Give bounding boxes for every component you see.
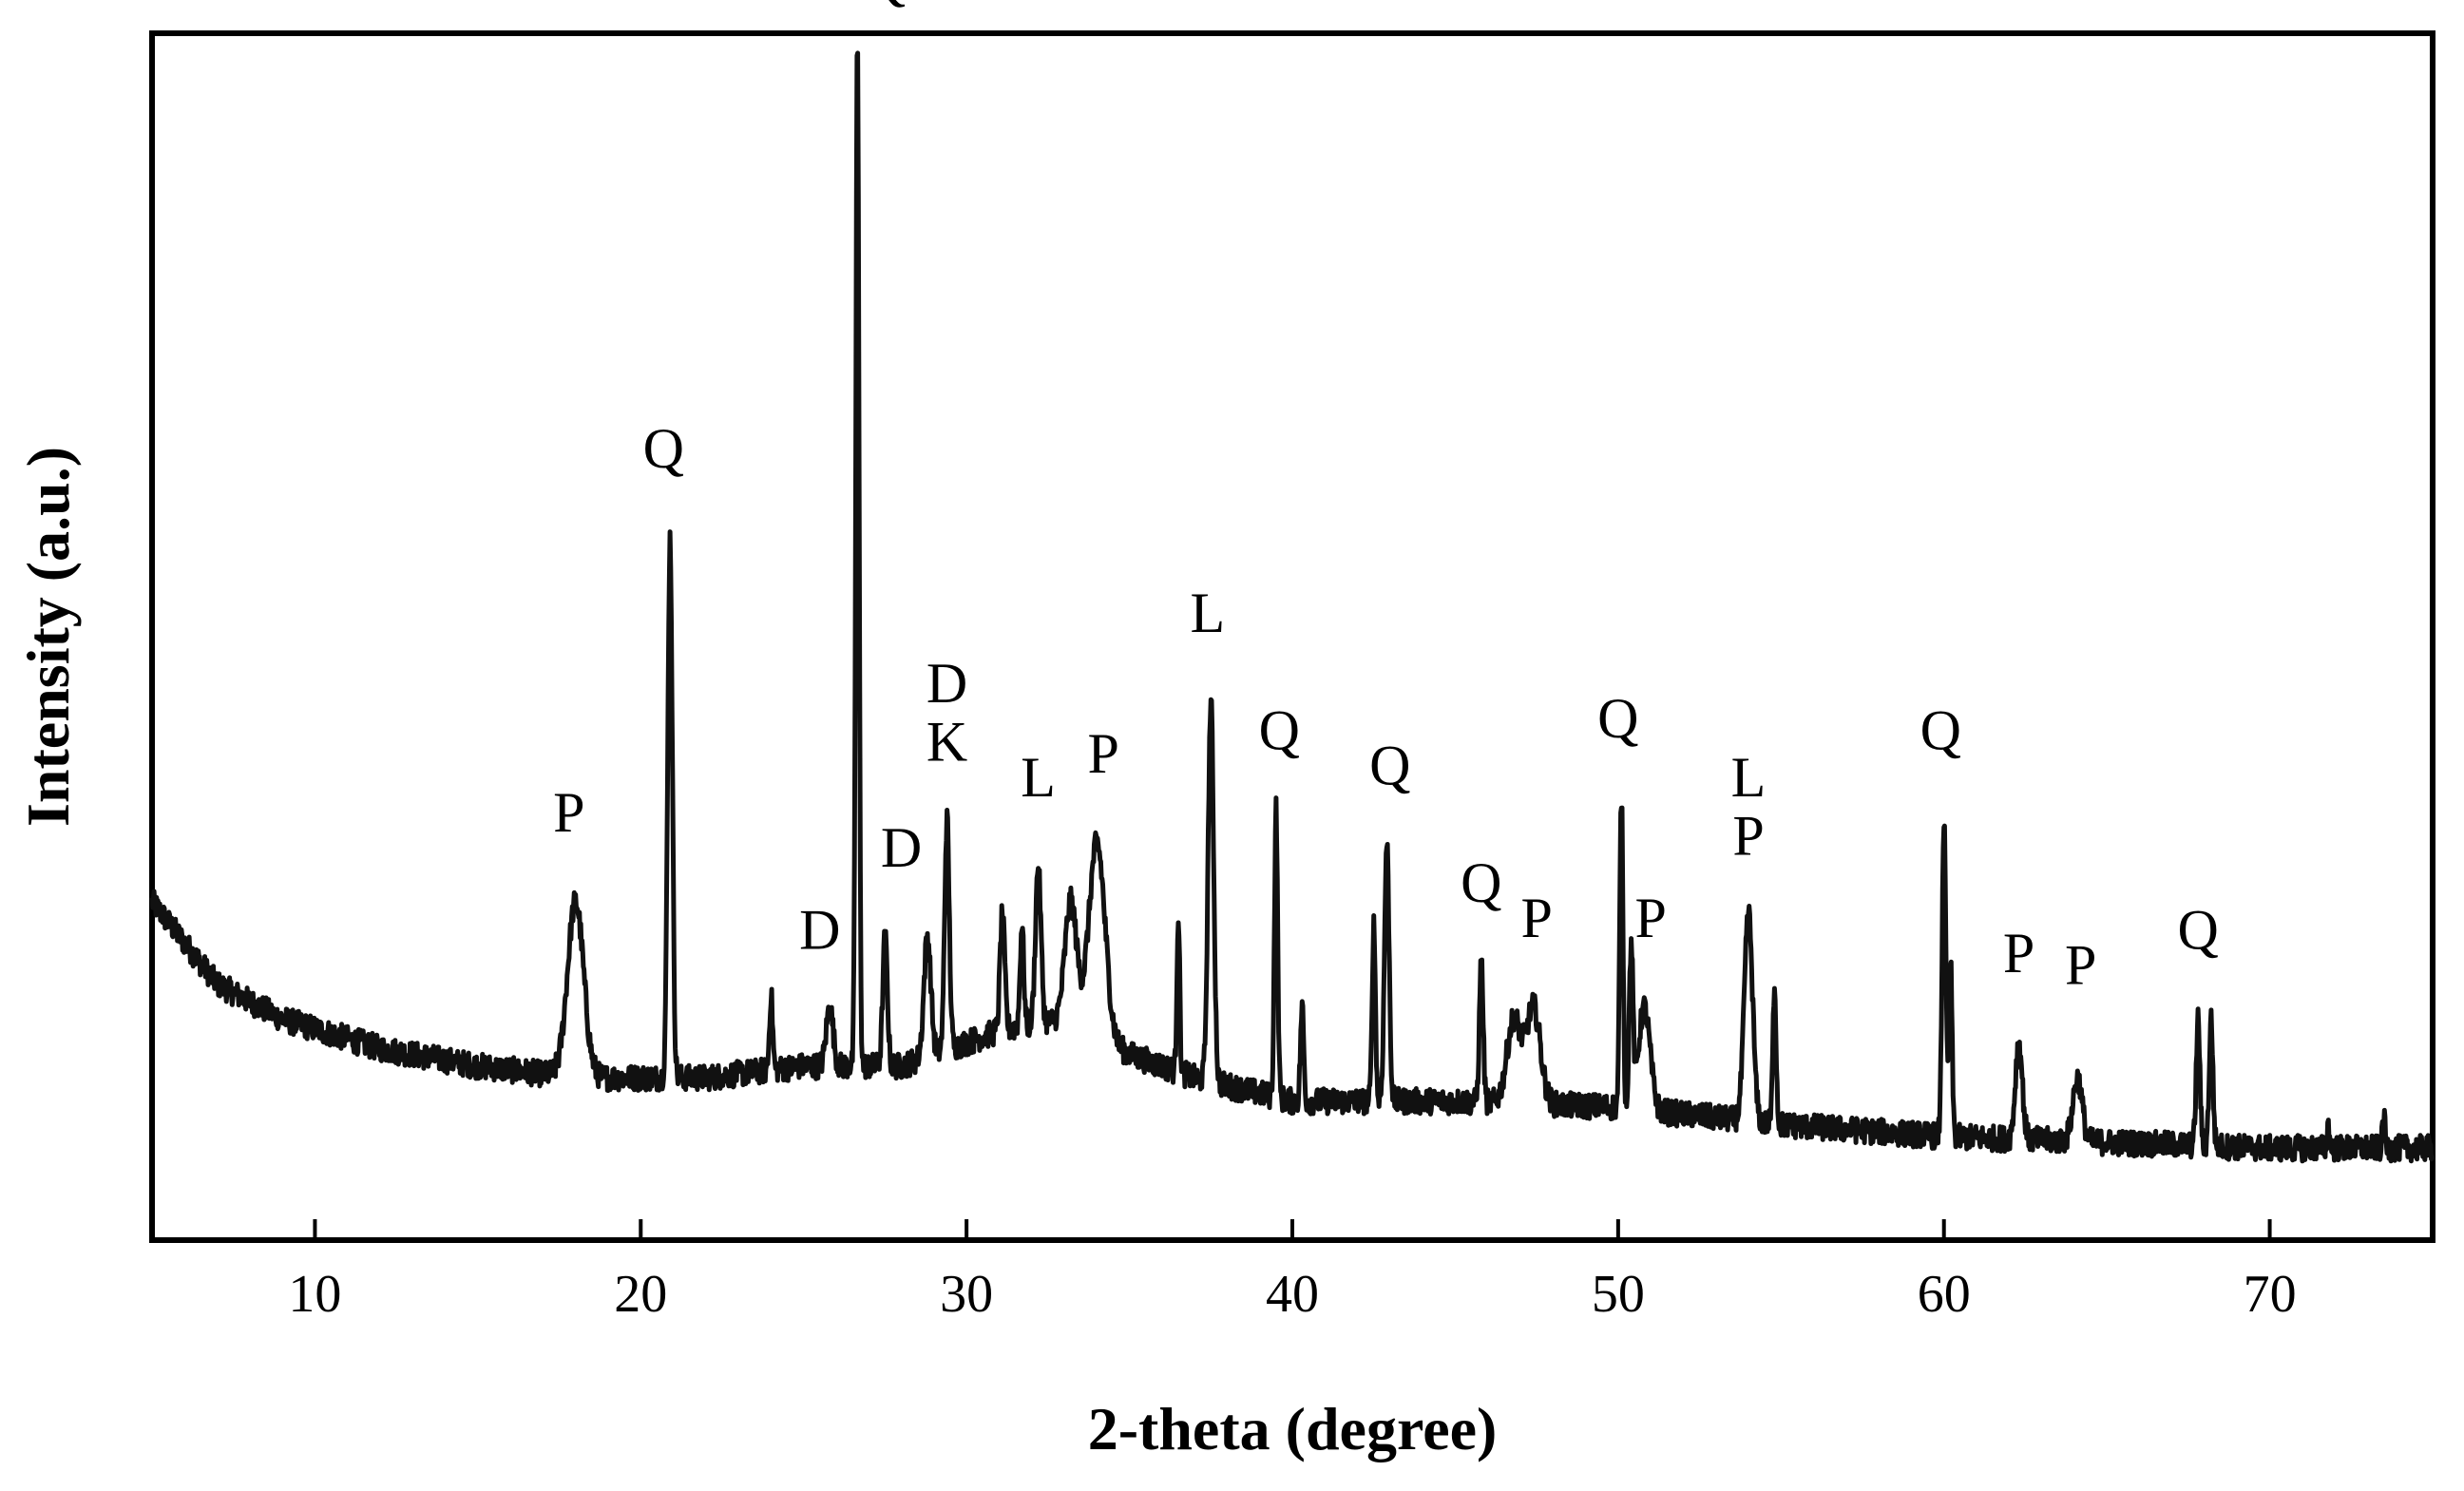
peak-label-10: Q (1259, 698, 1300, 761)
x-tick-label-10: 10 (288, 1265, 341, 1324)
peak-label-7: L (1021, 746, 1056, 809)
x-tick-label-30: 30 (940, 1265, 993, 1324)
x-tick-label-70: 70 (2244, 1265, 2297, 1324)
peak-label-5: K (926, 711, 967, 774)
peak-label-3: Q (865, 0, 906, 10)
peak-label-16: P (1732, 805, 1764, 868)
peak-label-11: Q (1369, 734, 1410, 796)
y-axis-title: Intensity (a.u.) (14, 447, 82, 827)
peak-label-20: P (2065, 933, 2096, 996)
x-tick-label-50: 50 (1592, 1265, 1645, 1324)
peak-label-14: Q (1597, 687, 1638, 750)
peak-label-6: D (926, 652, 967, 715)
peak-annotations: PQDQDKDLPLQQQPQPPLQPPQ (553, 0, 2219, 996)
peak-label-0: P (553, 781, 584, 844)
x-axis-title: 2-theta (degree) (1088, 1395, 1498, 1462)
peak-label-13: P (1520, 887, 1552, 949)
x-axis-ticks (313, 1219, 2272, 1240)
peak-label-15: P (1634, 887, 1666, 949)
peak-label-18: Q (1920, 698, 1961, 761)
x-tick-label-60: 60 (1918, 1265, 1971, 1324)
peak-label-21: Q (2177, 898, 2218, 961)
x-tick-label-40: 40 (1266, 1265, 1319, 1324)
peak-label-1: Q (643, 417, 684, 480)
x-tick-label-20: 20 (614, 1265, 667, 1324)
diffraction-pattern-line (149, 50, 2435, 1164)
peak-label-8: P (1087, 722, 1118, 785)
peak-label-4: D (881, 816, 922, 879)
peak-label-12: Q (1461, 851, 1501, 914)
peak-label-19: P (2003, 922, 2034, 984)
peak-label-2: D (799, 898, 840, 961)
x-axis-tick-labels: 10 20 30 40 50 60 70 (288, 1265, 2296, 1324)
peak-label-9: L (1191, 582, 1226, 644)
peak-label-17: L (1731, 746, 1767, 809)
